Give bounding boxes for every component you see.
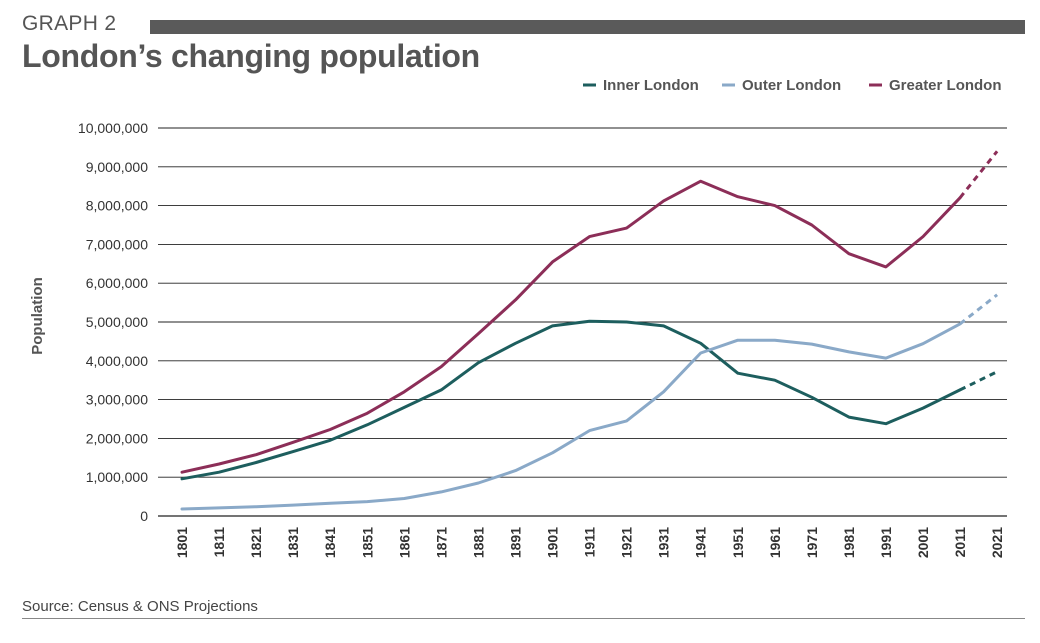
x-tick-label: 1901	[545, 527, 561, 558]
series-projection-outer	[959, 293, 999, 326]
x-tick-label: 2011	[952, 527, 968, 558]
legend-label-greater: Greater London	[889, 77, 1002, 94]
x-tick-label: 1811	[211, 527, 227, 558]
x-tick-label: 1911	[582, 527, 598, 558]
x-tick-label: 1861	[396, 527, 412, 558]
legend: Inner London Outer London Greater London	[583, 77, 1002, 94]
footer-divider	[22, 618, 1025, 619]
series-line-greater	[180, 179, 962, 474]
y-tick-label: 8,000,000	[86, 198, 148, 214]
x-tick-label: 1881	[470, 527, 486, 558]
series-lines	[180, 150, 999, 511]
x-tick-label: 1971	[804, 527, 820, 558]
x-tick-label: 1981	[841, 527, 857, 558]
x-tick-label: 1841	[322, 527, 338, 558]
y-tick-label: 6,000,000	[86, 275, 148, 291]
x-tick-label: 1821	[248, 527, 264, 558]
y-axis-ticks: 0 1,000,000 2,000,000 3,000,000 4,000,000 5,0…	[78, 120, 148, 524]
x-tick-label: 1961	[767, 527, 783, 558]
x-tick-label: 1871	[433, 527, 449, 558]
series-projection-inner	[959, 370, 998, 392]
y-tick-label: 5,000,000	[86, 314, 148, 330]
x-tick-label: 1851	[359, 527, 375, 558]
x-tick-label: 1801	[174, 527, 190, 558]
source-note: Source: Census & ONS Projections	[22, 598, 258, 615]
y-tick-label: 9,000,000	[86, 159, 148, 175]
legend-label-outer: Outer London	[742, 77, 841, 94]
y-tick-label: 3,000,000	[86, 392, 148, 408]
y-tick-label: 10,000,000	[78, 120, 148, 136]
header-bar	[150, 20, 1025, 34]
x-tick-label: 1931	[656, 527, 672, 558]
series-projection-greater	[958, 150, 999, 199]
y-tick-label: 2,000,000	[86, 430, 148, 446]
series-line-outer	[180, 322, 962, 511]
y-tick-label: 7,000,000	[86, 236, 148, 252]
y-tick-label: 4,000,000	[86, 353, 148, 369]
x-tick-label: 1941	[693, 527, 709, 558]
x-tick-label: 1831	[285, 527, 301, 558]
y-axis-title: Population	[29, 277, 46, 355]
series-line-inner	[180, 319, 962, 481]
legend-label-inner: Inner London	[603, 77, 699, 94]
x-tick-label: 1891	[507, 527, 523, 558]
page-title: London’s changing population	[22, 38, 480, 74]
y-tick-label: 0	[140, 508, 148, 524]
x-axis-ticks: 1801 1811 1821 1831 1841 1851 1861 1871 1881 1891…	[174, 527, 1005, 558]
x-tick-label: 1921	[619, 527, 635, 558]
x-tick-label: 1991	[878, 527, 894, 558]
gridlines	[158, 127, 1007, 517]
graph-number-label: GRAPH 2	[22, 12, 117, 35]
x-tick-label: 1951	[730, 527, 746, 558]
x-tick-label: 2021	[989, 527, 1005, 558]
y-tick-label: 1,000,000	[86, 469, 148, 485]
x-tick-label: 2001	[915, 527, 931, 558]
